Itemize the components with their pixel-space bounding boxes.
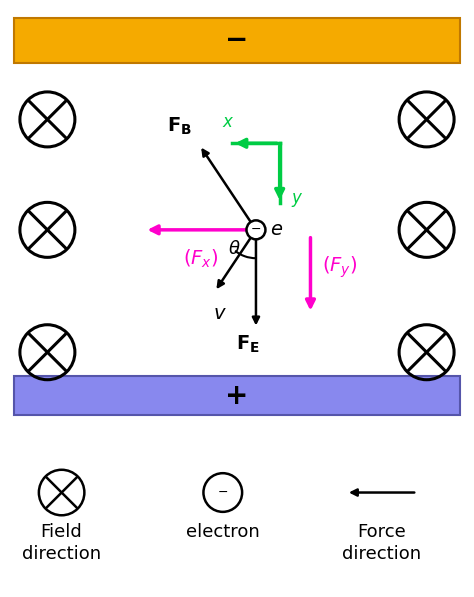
Text: electron: electron bbox=[186, 524, 260, 541]
Text: −: − bbox=[225, 26, 249, 54]
Text: $\mathbf{F_B}$: $\mathbf{F_B}$ bbox=[166, 116, 191, 137]
Text: y: y bbox=[292, 189, 301, 207]
Text: e: e bbox=[271, 220, 283, 239]
Text: $\theta$: $\theta$ bbox=[228, 240, 240, 258]
Text: direction: direction bbox=[342, 545, 421, 564]
Text: x: x bbox=[222, 113, 232, 131]
Text: direction: direction bbox=[22, 545, 101, 564]
Text: $(F_y)$: $(F_y)$ bbox=[322, 255, 358, 280]
Text: $\mathbf{F_E}$: $\mathbf{F_E}$ bbox=[236, 333, 260, 355]
Text: +: + bbox=[225, 381, 249, 410]
Circle shape bbox=[203, 473, 242, 512]
Text: $(F_x)$: $(F_x)$ bbox=[182, 248, 218, 270]
Text: −: − bbox=[251, 223, 261, 236]
Text: v: v bbox=[214, 304, 226, 322]
Text: Field: Field bbox=[41, 524, 82, 541]
Bar bbox=[14, 18, 460, 63]
Bar bbox=[14, 376, 460, 415]
Circle shape bbox=[246, 220, 265, 239]
Text: Force: Force bbox=[357, 524, 406, 541]
Text: −: − bbox=[218, 486, 228, 499]
